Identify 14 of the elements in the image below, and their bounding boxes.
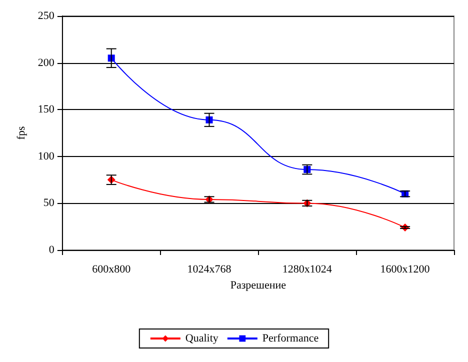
x-tick-label: 600x800	[92, 264, 132, 276]
y-tick-label: 250	[38, 10, 55, 22]
y-tick-label: 100	[38, 150, 55, 162]
y-tick-label: 200	[38, 56, 55, 69]
x-axis-title: Разрешение	[230, 280, 286, 292]
x-tick-label: 1024x768	[187, 264, 232, 276]
y-tick-label: 50	[43, 197, 55, 210]
y-axis-title: fps	[16, 126, 28, 140]
y-tick-label: 0	[48, 244, 55, 256]
x-tick-label: 1600x1200	[380, 264, 430, 276]
x-tick-label: 1280x1024	[282, 264, 332, 276]
legend-label: Quality	[185, 332, 219, 344]
y-tick-label: 150	[38, 104, 55, 116]
legend-label: Performance	[262, 332, 319, 344]
